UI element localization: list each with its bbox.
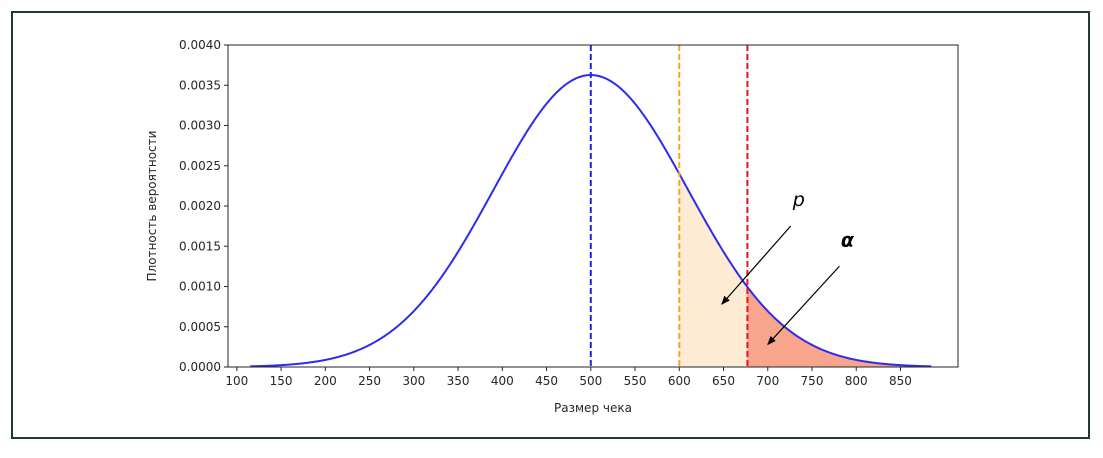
y-tick-label: 0.0005 — [179, 320, 221, 334]
x-tick-label: 500 — [579, 374, 602, 388]
y-tick-label: 0.0020 — [179, 199, 221, 213]
shaded-region-1 — [679, 173, 748, 367]
probability-density-chart: 100 150 200 250 300 350 400 450 500 550 600 650 700 7… — [145, 38, 959, 415]
x-tick-label: 550 — [624, 374, 647, 388]
y-tick-label: 0.0000 — [179, 360, 221, 374]
y-axis-label: Плотность вероятности — [145, 131, 159, 282]
x-tick-label: 200 — [314, 374, 337, 388]
x-tick-label: 650 — [712, 374, 735, 388]
annotation-label-2: α — [841, 229, 855, 251]
x-tick-label: 600 — [668, 374, 691, 388]
x-axis-label: Размер чека — [554, 401, 632, 415]
y-tick-label: 0.0035 — [179, 78, 221, 92]
x-tick-label: 700 — [756, 374, 779, 388]
x-tick-label: 800 — [845, 374, 868, 388]
x-tick-label: 150 — [270, 374, 293, 388]
annotation-arrow-2 — [767, 265, 840, 346]
figure-frame: 100 150 200 250 300 350 400 450 500 550 600 650 700 7… — [11, 11, 1090, 439]
shaded-region-2 — [747, 287, 932, 367]
x-tick-label: 850 — [889, 374, 912, 388]
y-tick-label: 0.0025 — [179, 159, 221, 173]
x-tick-label: 350 — [447, 374, 470, 388]
y-tick-label: 0.0030 — [179, 119, 221, 133]
x-tick-label: 250 — [358, 374, 381, 388]
x-tick-label: 300 — [402, 374, 425, 388]
y-tick-label: 0.0010 — [179, 280, 221, 294]
y-tick-label: 0.0040 — [179, 38, 221, 52]
x-tick-label: 400 — [491, 374, 514, 388]
x-tick-label: 750 — [801, 374, 824, 388]
plot-frame — [227, 44, 959, 368]
annotation-label-1: p — [792, 189, 805, 211]
x-tick-label: 450 — [535, 374, 558, 388]
x-tick-label: 100 — [225, 374, 248, 388]
y-tick-label: 0.0015 — [179, 239, 221, 253]
annotation-arrow-1 — [721, 225, 792, 305]
